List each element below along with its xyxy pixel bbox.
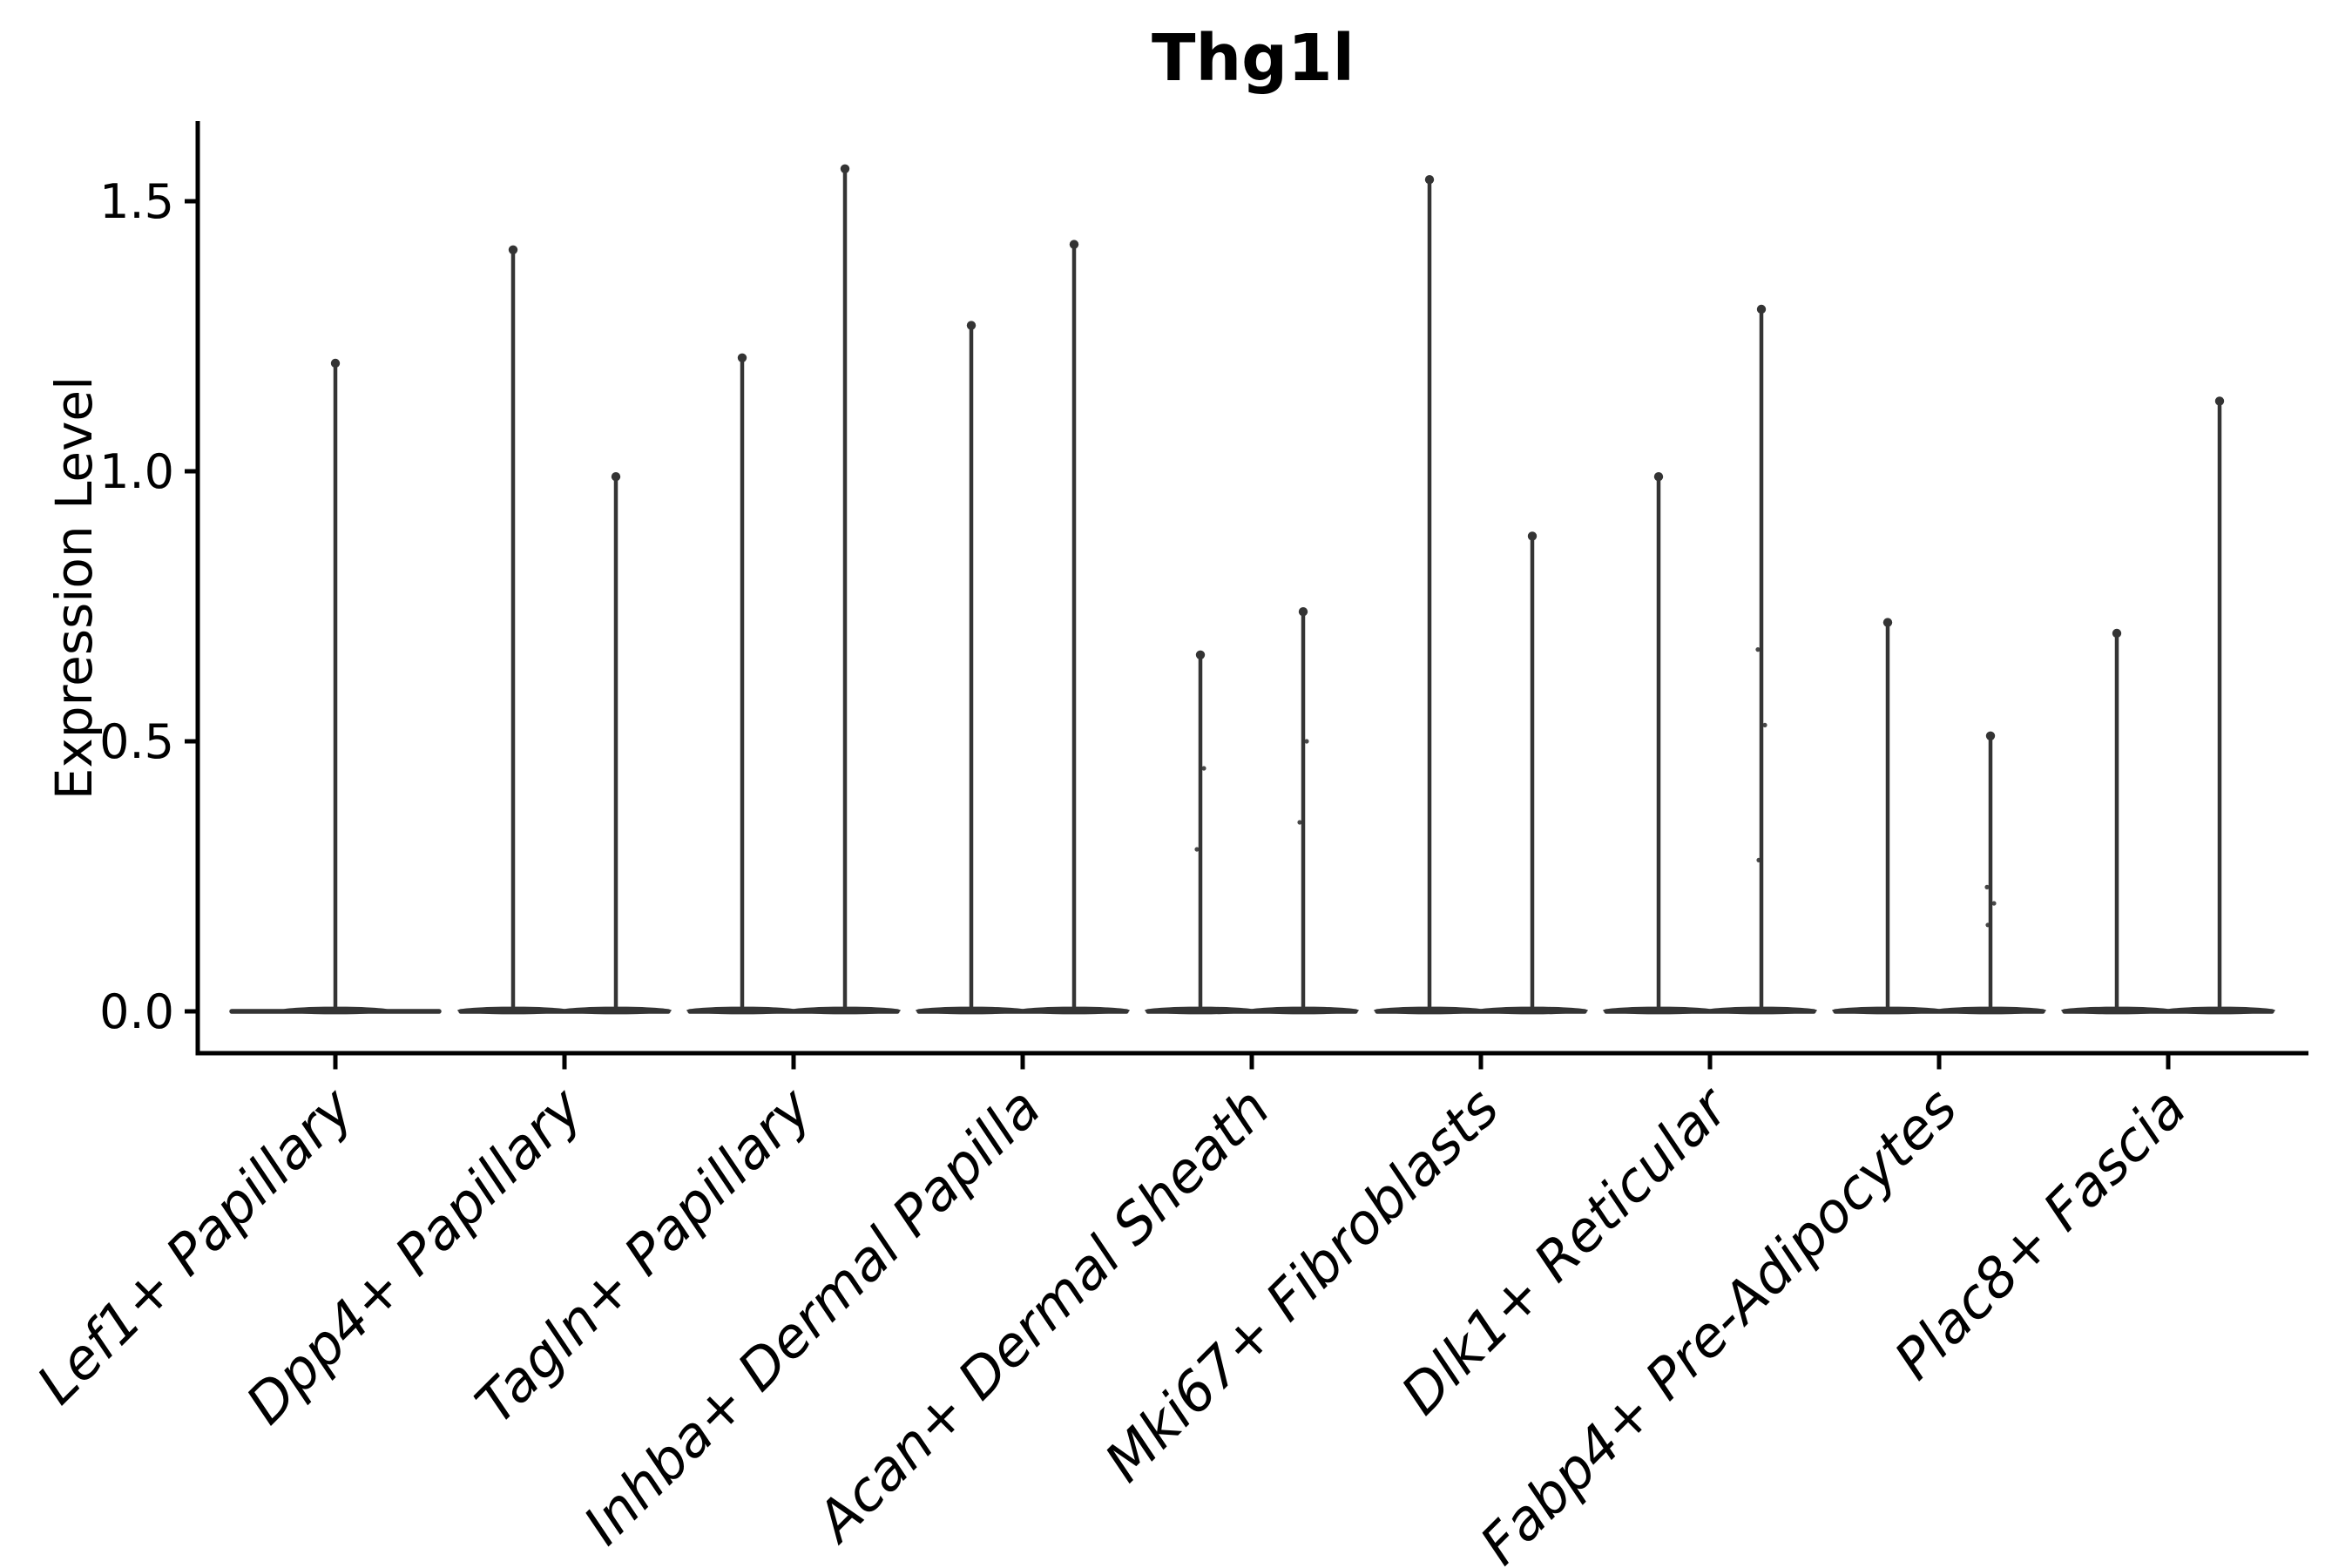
spike-cap (508, 245, 518, 254)
y-tick-label: 1.5 (99, 174, 174, 229)
y-axis-label: Expression Level (44, 376, 104, 800)
spike-cap (966, 321, 977, 330)
spike-cap (1298, 607, 1308, 617)
spike-cap (2214, 396, 2225, 406)
spike-cap (1195, 650, 1206, 659)
spike-cap (1653, 472, 1664, 482)
jitter-dot (1297, 820, 1302, 825)
jitter-dot (1201, 766, 1206, 771)
spike-cap (737, 353, 747, 362)
jitter-dot (1756, 857, 1761, 863)
jitter-dot (1762, 722, 1767, 728)
y-tick-label: 0.5 (99, 714, 174, 769)
spike-cap (1424, 175, 1435, 185)
y-tick-label: 1.0 (99, 444, 174, 499)
jitter-dot (1755, 647, 1761, 652)
jitter-dot (1991, 901, 1997, 906)
x-tick-label: Fabp4+ Pre-Adipocytes (1468, 1076, 1969, 1568)
jitter-dot (1985, 923, 1990, 928)
spike-cap (1527, 531, 1538, 541)
jitter-dot (1194, 847, 1200, 852)
spike-cap (1756, 304, 1767, 314)
spike-cap (611, 472, 621, 482)
jitter-dot (1984, 884, 1990, 890)
x-tick-label: Mki67+ Fibroblasts (1093, 1076, 1511, 1494)
spike-cap (1985, 731, 1996, 740)
spike-cap (2112, 628, 2122, 639)
x-tick-label: Inhba+ Dermal Papilla (571, 1076, 1052, 1557)
y-tick-label: 0.0 (99, 984, 174, 1039)
spike-cap (1882, 618, 1893, 627)
spike-cap (840, 164, 850, 173)
chart-title: Thg1l (1152, 21, 1355, 96)
x-tick-label: Acan+ Dermal Sheath (802, 1076, 1282, 1556)
jitter-dot (1304, 739, 1309, 744)
spike-cap (1069, 240, 1079, 249)
spike-cap (330, 358, 341, 368)
